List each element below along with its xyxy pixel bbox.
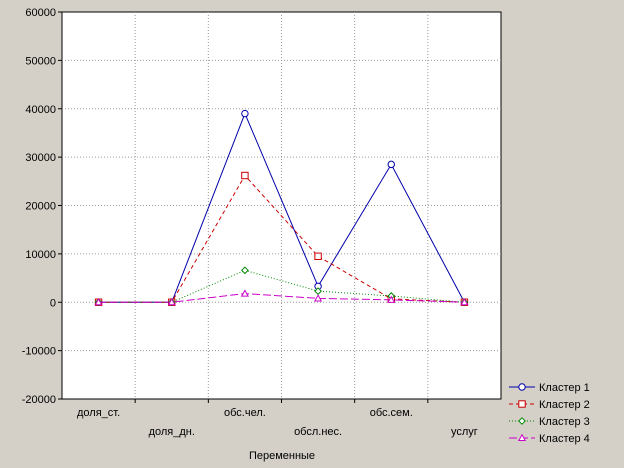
data-point xyxy=(387,160,395,169)
y-tick-label: 20000 xyxy=(25,201,56,213)
y-tick-label: -20000 xyxy=(22,394,56,406)
x-axis: доля_ст. доля_дн. обс.чел. обсл.нес. обс.сем… xyxy=(77,399,478,438)
y-tick-label: 50000 xyxy=(25,55,56,67)
data-point xyxy=(241,266,249,275)
y-axis: -20000 -10000 0 10000 20000 30000 40000 50000 60… xyxy=(22,7,62,406)
data-point xyxy=(517,433,527,442)
data-point xyxy=(387,295,396,303)
data-point xyxy=(241,171,249,180)
x-tick-label: обс.чел. xyxy=(224,407,266,419)
data-point xyxy=(314,294,323,302)
data-point xyxy=(94,298,103,306)
series-line xyxy=(98,174,465,303)
legend-label: Кластер 4 xyxy=(539,433,590,445)
data-point xyxy=(518,417,526,425)
data-point xyxy=(314,252,322,260)
y-tick-label: 0 xyxy=(50,297,56,309)
legend-item: Кластер 1 xyxy=(509,382,590,394)
legend-label: Кластер 2 xyxy=(539,399,590,411)
data-point xyxy=(518,383,526,391)
gridlines xyxy=(62,12,501,399)
series-4 xyxy=(94,289,469,306)
data-point xyxy=(241,109,249,118)
y-tick-label: 30000 xyxy=(25,152,56,164)
x-tick-label: доля_ст. xyxy=(77,407,120,419)
data-point xyxy=(167,298,176,306)
y-tick-label: 10000 xyxy=(25,249,56,261)
legend: Кластер 1 Кластер 2 Кластер 3 Кластер 4 xyxy=(509,382,590,445)
y-tick-label: 40000 xyxy=(25,104,56,116)
x-tick-label: обсл.нес. xyxy=(294,426,342,438)
series-group xyxy=(94,109,469,307)
data-point xyxy=(518,400,526,408)
x-axis-title: Переменные xyxy=(249,450,315,462)
legend-label: Кластер 3 xyxy=(539,416,590,428)
legend-item: Кластер 4 xyxy=(509,433,590,445)
legend-item: Кластер 2 xyxy=(509,399,590,411)
legend-label: Кластер 1 xyxy=(539,382,590,394)
y-tick-label: -10000 xyxy=(22,346,56,358)
data-point xyxy=(240,289,249,297)
legend-item: Кластер 3 xyxy=(509,416,590,428)
x-tick-label: услуг xyxy=(451,426,478,438)
series-line xyxy=(98,293,465,303)
x-tick-label: доля_дн. xyxy=(149,426,195,438)
data-point xyxy=(460,298,469,306)
y-tick-label: 60000 xyxy=(25,7,56,19)
x-tick-label: обс.сем. xyxy=(370,407,413,419)
